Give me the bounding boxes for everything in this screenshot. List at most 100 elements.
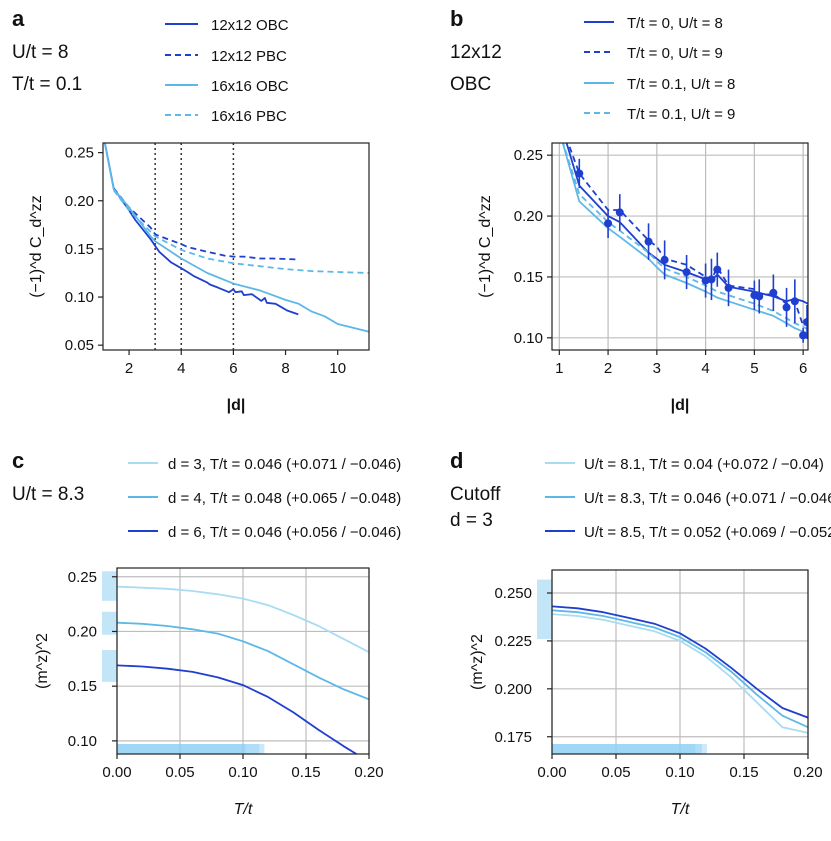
series-c-0 (117, 585, 369, 653)
yspan-c-0 (102, 571, 117, 601)
ylabel-b: (−1)^d C_d^zz (477, 195, 494, 298)
xspan-d-2 (552, 744, 696, 754)
ytick-label-a-0: 0.05 (65, 337, 94, 354)
xtick-label-d-4: 0.20 (793, 764, 822, 781)
plot-c: 0.00 0.05 0.10 0.15 0.20 0.10 0.15 0.20 0.25 T/t (… (34, 567, 384, 818)
point-b-12 (769, 288, 778, 297)
xtick-label-a-4: 10 (329, 360, 346, 377)
xtick-label-a-3: 8 (281, 360, 289, 377)
point-b-4 (660, 255, 669, 264)
ytick-label-b-0: 0.10 (514, 330, 543, 347)
ytick-label-a-4: 0.25 (65, 145, 94, 162)
xtick-label-b-5: 6 (799, 360, 807, 377)
series-a-0 (103, 143, 299, 316)
panel-c-legend: d = 3, T/t = 0.046 (+0.071 / −0.046) d =… (128, 456, 401, 541)
xtick-label-d-3: 0.15 (729, 764, 758, 781)
panel-a-legend: 12x12 OBC 12x12 PBC 16x16 OBC 16x16 PBC (165, 17, 289, 125)
legend-d-label-2: U/t = 8.3, T/t = 0.046 (+0.071 / −0.046) (584, 490, 831, 507)
panel-b-letter: b (450, 6, 463, 31)
xtick-label-b-3: 4 (701, 360, 709, 377)
point-b-15 (799, 331, 808, 340)
series-group-a (103, 143, 369, 333)
xspan-d-1 (552, 744, 702, 754)
panel-b-annot-1: 12x12 (450, 42, 502, 63)
xlabel-a: |d| (227, 397, 246, 414)
ytick-label-a-2: 0.15 (65, 241, 94, 258)
panel-d-letter: d (450, 448, 463, 473)
xtick-label-a-0: 2 (125, 360, 133, 377)
legend-c-label-2: d = 4, T/t = 0.048 (+0.065 / −0.048) (168, 490, 401, 507)
xspan-c-2 (117, 744, 246, 754)
plot-d: 0.00 0.05 0.10 0.15 0.20 0.175 0.200 0.225 0.250… (469, 569, 823, 818)
xtick-label-d-1: 0.05 (601, 764, 630, 781)
panel-a-annot-1: U/t = 8 (12, 42, 69, 63)
xtick-label-c-1: 0.05 (165, 764, 194, 781)
xtick-label-d-0: 0.00 (537, 764, 566, 781)
yspan-d-0 (537, 579, 552, 639)
series-c-1 (117, 621, 369, 701)
axes-frame-a (102, 142, 370, 351)
axes-frame-b (551, 142, 809, 351)
series-a-1 (112, 187, 299, 261)
series-group-c (117, 585, 369, 754)
xtick-label-c-3: 0.15 (291, 764, 320, 781)
xtick-label-b-2: 3 (653, 360, 661, 377)
ytick-label-d-2: 0.225 (494, 633, 532, 650)
point-b-9 (724, 283, 733, 292)
legend-c-label-3: d = 6, T/t = 0.046 (+0.056 / −0.046) (168, 524, 401, 541)
legend-b-label-1: T/t = 0, U/t = 8 (627, 15, 723, 32)
series-c-2 (117, 664, 357, 754)
ytick-label-c-0: 0.10 (68, 733, 97, 750)
ytick-label-c-3: 0.25 (68, 569, 97, 586)
xtick-label-b-4: 5 (750, 360, 758, 377)
ytick-label-a-3: 0.20 (65, 193, 94, 210)
point-b-16 (803, 317, 808, 326)
point-b-8 (713, 265, 722, 274)
panel-b-legend: T/t = 0, U/t = 8 T/t = 0, U/t = 9 T/t = … (584, 15, 735, 123)
series-d-2 (552, 605, 808, 719)
point-b-2 (615, 208, 624, 217)
panel-c-annot-1: U/t = 8.3 (12, 484, 84, 505)
panel-a-letter: a (12, 6, 25, 31)
point-b-11 (755, 292, 764, 301)
panel-a: a U/t = 8 T/t = 0.1 12x12 OBC 12x12 PBC … (12, 6, 370, 414)
legend-d-label-3: U/t = 8.5, T/t = 0.052 (+0.069 / −0.052) (584, 524, 831, 541)
legend-a-label-4: 16x16 PBC (211, 108, 287, 125)
xtick-label-a-2: 6 (229, 360, 237, 377)
panel-c: c U/t = 8.3 d = 3, T/t = 0.046 (+0.071 /… (12, 448, 401, 818)
series-d-1 (552, 609, 808, 729)
xtick-label-c-2: 0.10 (228, 764, 257, 781)
plot-b: 1 2 3 4 5 6 0.10 0.15 0.20 0.25 |d| (−1)^d C_d^zz (477, 142, 809, 414)
legend-c-label-1: d = 3, T/t = 0.046 (+0.071 / −0.046) (168, 456, 401, 473)
ytick-label-c-1: 0.15 (68, 678, 97, 695)
xspan-d-0 (552, 744, 707, 754)
legend-a-label-1: 12x12 OBC (211, 17, 289, 34)
ylabel-c: (m^z)^2 (34, 633, 51, 689)
xtick-label-a-1: 4 (177, 360, 185, 377)
xlabel-c: T/t (234, 801, 253, 818)
xtick-label-d-2: 0.10 (665, 764, 694, 781)
point-b-0 (575, 169, 584, 178)
point-b-1 (604, 219, 613, 228)
ytick-label-c-2: 0.20 (68, 623, 97, 640)
panel-a-annot-2: T/t = 0.1 (12, 74, 82, 95)
legend-d-label-1: U/t = 8.1, T/t = 0.04 (+0.072 / −0.04) (584, 456, 824, 473)
ylabel-d: (m^z)^2 (469, 634, 486, 690)
series-b-3 (562, 143, 808, 331)
panel-d-legend: U/t = 8.1, T/t = 0.04 (+0.072 / −0.04) U… (545, 456, 831, 541)
legend-b-label-4: T/t = 0.1, U/t = 9 (627, 106, 735, 123)
ytick-label-d-1: 0.200 (494, 681, 532, 698)
legend-b-label-2: T/t = 0, U/t = 9 (627, 45, 723, 62)
ytick-label-b-2: 0.20 (514, 208, 543, 225)
xlabel-d: T/t (671, 801, 690, 818)
panel-b: b 12x12 OBC T/t = 0, U/t = 8 T/t = 0, U/… (450, 6, 809, 414)
series-a-2 (103, 143, 369, 333)
series-a-3 (112, 189, 369, 274)
xspan-c-1 (117, 744, 260, 754)
series-b-2 (561, 143, 808, 334)
xtick-label-c-4: 0.20 (354, 764, 383, 781)
legend-b-label-3: T/t = 0.1, U/t = 8 (627, 76, 735, 93)
panel-b-annot-2: OBC (450, 74, 491, 95)
xtick-label-b-1: 2 (604, 360, 612, 377)
yspan-c-1 (102, 611, 117, 635)
